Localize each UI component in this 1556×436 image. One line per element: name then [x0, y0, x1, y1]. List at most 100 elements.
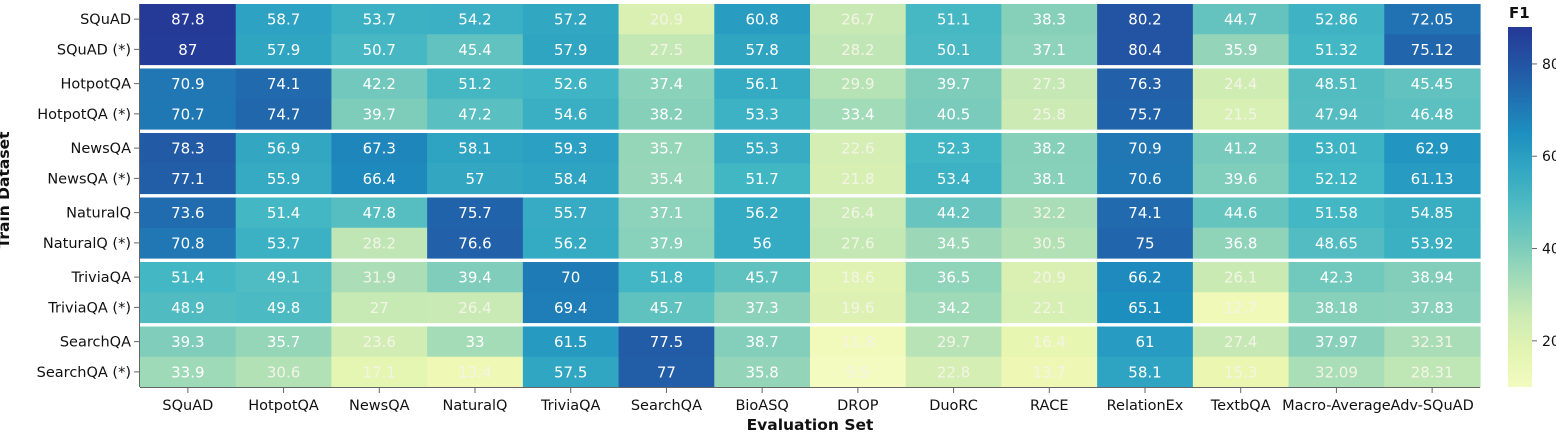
heatmap-cell [1192, 292, 1290, 324]
cell-value-label: 29.7 [937, 333, 970, 351]
heatmap-cell [810, 133, 907, 164]
y-tick-label-squad-star: SQuAD (*) [57, 42, 131, 58]
cell-value-label: 20.9 [1033, 269, 1066, 287]
heatmap-cell [1001, 356, 1098, 388]
y-tick-label-hotpotqa: HotpotQA [60, 77, 131, 93]
cell-value-label: 53.01 [1315, 140, 1358, 158]
cell-value-label: 44.2 [937, 204, 970, 222]
cell-value-label: 58.1 [1128, 363, 1161, 381]
heatmap-cell [522, 326, 620, 358]
heatmap-cell [427, 197, 524, 229]
cell-value-label: 51.2 [458, 75, 491, 93]
cell-value-label: 44.7 [1224, 11, 1257, 29]
heatmap-cell [331, 292, 428, 324]
cell-value-label: 80.4 [1128, 41, 1161, 59]
heatmap-cell [1384, 356, 1481, 388]
ticks-layer: SQuAD SQuAD (*) HotpotQA HotpotQA (*) NewsQA… [37, 4, 1480, 414]
heatmap-cell [1384, 4, 1481, 35]
heatmap-cell [714, 133, 811, 164]
heatmap-cell [714, 98, 811, 130]
cell-value-label: 51.4 [267, 204, 300, 222]
cell-value-label: 70.9 [171, 75, 204, 93]
cell-value-label: 48.65 [1315, 234, 1358, 252]
cell-value-label: 30.6 [267, 363, 300, 381]
cell-value-label: 27 [370, 299, 389, 317]
cell-value-label: 75.12 [1411, 41, 1454, 59]
heatmap-cell [235, 98, 333, 130]
heatmap-cell [140, 326, 237, 358]
heatmap-cell [331, 262, 428, 293]
cell-value-label: 53.92 [1411, 234, 1454, 252]
y-tick-label-hotpotqa-star: HotpotQA (*) [37, 107, 131, 123]
x-tick-label-hotpotqa: HotpotQA [248, 398, 319, 414]
cell-value-label: 77.5 [650, 333, 683, 351]
cell-value-label: 36.8 [1224, 234, 1257, 252]
heatmap-cell [427, 98, 524, 130]
cell-value-label: 53.7 [363, 11, 396, 29]
cell-value-label: 38.7 [745, 333, 778, 351]
cell-value-label: 22.8 [937, 363, 970, 381]
heatmap-cell [1097, 4, 1194, 35]
cell-value-label: 33 [465, 333, 484, 351]
cell-value-label: 31.9 [363, 269, 396, 287]
heatmap-cell [618, 34, 715, 66]
heatmap-cell [810, 262, 907, 293]
heatmap-cell [140, 68, 237, 100]
heatmap-cell [140, 262, 237, 293]
heatmap-cell [1288, 68, 1385, 100]
cell-value-label: 60.8 [745, 11, 778, 29]
cell-value-label: 53.3 [745, 105, 778, 123]
heatmap-cell [810, 4, 907, 35]
x-tick-label-searchqa: SearchQA [631, 398, 702, 414]
cell-value-label: 51.7 [745, 170, 778, 188]
heatmap-cell [331, 227, 428, 259]
x-tick-label-bioasq: BioASQ [735, 398, 788, 414]
heatmap-cell [1001, 262, 1098, 293]
cell-value-label: 47.2 [458, 105, 491, 123]
heatmap-cell [1384, 68, 1481, 100]
heatmap-cell [427, 262, 524, 293]
cell-value-label: 51.58 [1315, 204, 1358, 222]
cell-value-label: 24.4 [1224, 75, 1257, 93]
heatmap-cell [427, 227, 524, 259]
y-tick-label-naturalq: NaturalQ [66, 206, 131, 222]
cell-value-label: 75 [1135, 234, 1154, 252]
cell-value-label: 21.8 [841, 170, 874, 188]
heatmap-cell [714, 227, 811, 259]
heatmap-cell [1097, 292, 1194, 324]
cell-value-label: 50.1 [937, 41, 970, 59]
heatmap-cell [235, 133, 333, 164]
cell-value-label: 19.6 [841, 299, 874, 317]
heatmap-cell [618, 163, 715, 195]
heatmap-cell [905, 133, 1003, 164]
cell-value-label: 52.86 [1315, 11, 1358, 29]
x-tick-label-drop: DROP [837, 398, 879, 414]
x-tick-label-squad: SQuAD [162, 398, 213, 414]
heatmap-cell [427, 292, 524, 324]
cell-value-label: 45.7 [745, 269, 778, 287]
heatmap-cell [618, 133, 715, 164]
cell-value-label: 38.2 [650, 105, 683, 123]
heatmap-cell [905, 292, 1003, 324]
heatmap-cell [1192, 356, 1290, 388]
x-tick-label-relationex: RelationEx [1107, 398, 1184, 414]
heatmap-cell [1192, 262, 1290, 293]
heatmap-cell [714, 326, 811, 358]
y-tick-label-searchqa-star: SearchQA (*) [37, 365, 131, 381]
cell-value-label: 61.13 [1411, 170, 1454, 188]
y-tick-label-squad: SQuAD [80, 12, 131, 28]
cell-value-label: 28.2 [841, 41, 874, 59]
heatmap-cell [140, 133, 237, 164]
heatmap-cell [1001, 227, 1098, 259]
cell-value-label: 38.1 [1033, 170, 1066, 188]
heatmap-cell [1384, 133, 1481, 164]
cell-value-label: 41.2 [1224, 140, 1257, 158]
heatmap-cell [1097, 197, 1194, 229]
x-tick-label-textbqa: TextbQA [1210, 398, 1271, 414]
cell-value-label: 50.7 [363, 41, 396, 59]
cell-value-label: 35.9 [1224, 41, 1257, 59]
heatmap-cell [522, 68, 620, 100]
heatmap-cell [1097, 227, 1194, 259]
heatmap-cell [1288, 292, 1385, 324]
cell-value-label: 76.3 [1128, 75, 1161, 93]
